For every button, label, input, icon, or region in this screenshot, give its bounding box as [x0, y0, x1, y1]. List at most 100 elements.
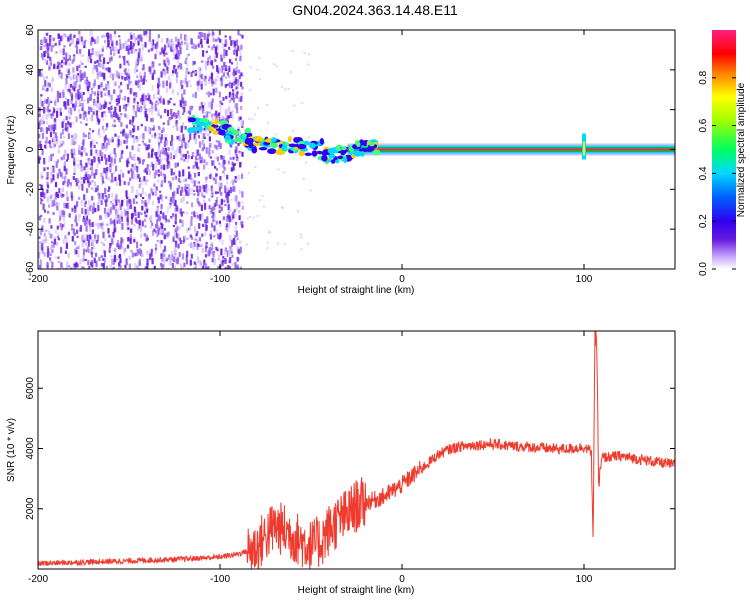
noise-mark — [127, 44, 130, 51]
noise-mark — [105, 265, 108, 269]
noise-mark — [97, 129, 100, 136]
noise-mark — [118, 116, 121, 120]
noise-mark — [73, 157, 76, 164]
noise-mark — [220, 191, 223, 194]
noise-mark — [71, 153, 74, 159]
noise-mark — [115, 214, 118, 222]
noise-mark — [99, 215, 102, 221]
noise-mark — [76, 159, 79, 162]
noise-mark — [66, 36, 70, 41]
noise-mark — [74, 216, 77, 223]
noise-mark — [201, 212, 204, 219]
noise-mark — [234, 70, 237, 75]
noise-mark — [129, 45, 132, 50]
noise-mark — [180, 144, 183, 148]
noise-mark — [135, 136, 139, 143]
noise-mark — [234, 226, 238, 230]
noise-mark — [180, 63, 183, 70]
noise-mark — [100, 172, 103, 177]
noise-mark — [182, 240, 185, 244]
noise-mark — [56, 110, 59, 118]
noise-mark — [213, 55, 216, 60]
noise-mark — [89, 235, 92, 240]
transition-mark — [321, 154, 328, 162]
noise-mark — [150, 154, 153, 158]
noise-mark — [159, 51, 162, 55]
noise-mark — [179, 208, 182, 215]
noise-mark — [90, 249, 93, 255]
noise-mark — [93, 64, 96, 70]
noise-mark — [75, 250, 78, 255]
noise-mark — [95, 252, 98, 257]
noise-mark — [58, 64, 61, 71]
noise-mark — [204, 65, 207, 71]
noise-mark — [154, 107, 157, 112]
noise-mark — [238, 267, 241, 269]
noise-mark — [163, 228, 167, 231]
noise-mark — [60, 72, 63, 79]
noise-mark — [223, 61, 226, 67]
noise-mark — [203, 259, 206, 265]
noise-mark — [82, 92, 85, 95]
noise-mark — [49, 257, 52, 261]
noise-mark — [40, 45, 43, 51]
noise-mark — [176, 225, 179, 232]
transition-mark — [225, 131, 233, 135]
noise-mark — [114, 248, 117, 253]
noise-mark — [204, 263, 208, 268]
noise-mark — [131, 156, 134, 160]
noise-mark — [154, 187, 157, 194]
noise-mark — [215, 110, 218, 115]
noise-mark — [85, 215, 88, 221]
noise-mark — [109, 167, 112, 173]
noise-mark — [240, 96, 243, 102]
noise-mark — [158, 133, 161, 136]
faint-speck — [314, 156, 317, 158]
noise-mark — [221, 65, 224, 71]
noise-mark — [111, 139, 114, 143]
noise-mark — [167, 75, 170, 80]
noise-mark — [128, 76, 131, 79]
faint-speck — [291, 50, 294, 52]
noise-mark — [65, 115, 68, 121]
noise-mark — [56, 173, 59, 179]
noise-mark — [134, 110, 138, 118]
noise-mark — [196, 239, 199, 245]
noise-mark — [236, 82, 239, 89]
noise-mark — [174, 47, 177, 52]
noise-mark — [146, 258, 149, 266]
noise-mark — [166, 232, 169, 237]
noise-mark — [220, 155, 223, 160]
noise-mark — [225, 76, 228, 79]
noise-mark — [39, 197, 43, 201]
noise-mark — [114, 124, 117, 128]
noise-mark — [181, 140, 184, 146]
noise-mark — [204, 246, 208, 253]
noise-mark — [236, 158, 239, 163]
noise-mark — [172, 155, 176, 160]
noise-mark — [139, 53, 142, 61]
noise-mark — [51, 79, 54, 83]
noise-mark — [138, 183, 141, 189]
noise-mark — [175, 55, 178, 60]
transition-mark — [275, 149, 286, 156]
noise-mark — [146, 164, 149, 171]
faint-speck — [266, 247, 269, 250]
noise-mark — [163, 234, 166, 240]
noise-mark — [154, 249, 157, 254]
faint-speck — [302, 177, 305, 180]
noise-mark — [143, 176, 146, 182]
noise-mark — [148, 217, 151, 220]
noise-mark — [102, 243, 105, 246]
noise-mark — [219, 143, 222, 150]
transition-mark — [316, 150, 323, 155]
noise-mark — [233, 70, 236, 76]
noise-mark — [163, 49, 166, 55]
noise-mark — [67, 110, 71, 114]
noise-mark — [72, 67, 75, 73]
noise-mark — [166, 157, 169, 163]
noise-mark — [54, 42, 57, 46]
noise-mark — [217, 39, 220, 42]
noise-mark — [104, 147, 108, 152]
noise-mark — [195, 233, 198, 237]
